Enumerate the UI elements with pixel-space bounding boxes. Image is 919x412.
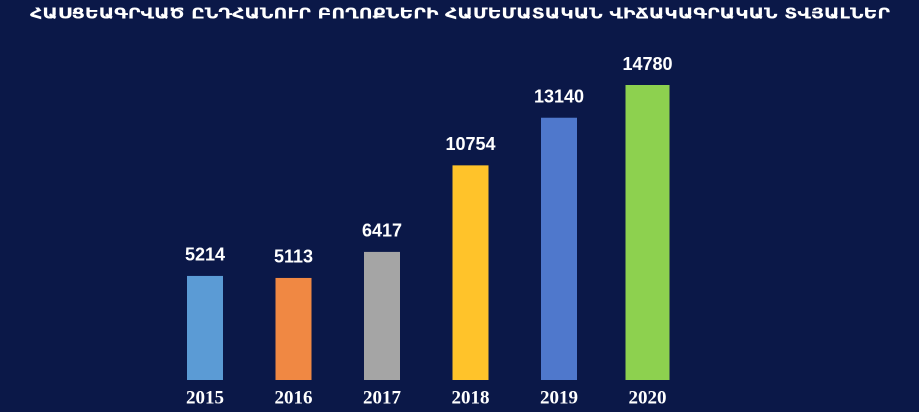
value-label: 13140 (534, 86, 584, 106)
bar (275, 277, 312, 380)
value-label: 6417 (362, 221, 402, 241)
bar (187, 275, 223, 380)
x-tick-label: 2018 (452, 387, 490, 408)
bar (452, 165, 489, 380)
x-tick-label: 2019 (540, 387, 578, 408)
value-label: 14780 (622, 54, 672, 74)
bar (625, 85, 670, 380)
value-label: 5113 (274, 247, 313, 267)
x-tick-label: 2015 (186, 387, 224, 408)
value-label: 5214 (185, 245, 225, 265)
bar (541, 117, 577, 380)
x-tick-label: 2016 (275, 387, 313, 408)
x-tick-label: 2020 (629, 387, 667, 408)
x-tick-label: 2017 (363, 387, 402, 408)
bar (364, 251, 400, 380)
chart-title: ՀԱՍՑԵԱԳՐՎԱԾ ԸՆԴՀԱՆՈՒՐ ԲՈՂՈՔՆԵՐԻ ՀԱՄԵՄԱՏԱ… (30, 5, 890, 23)
value-label: 10754 (445, 134, 495, 154)
